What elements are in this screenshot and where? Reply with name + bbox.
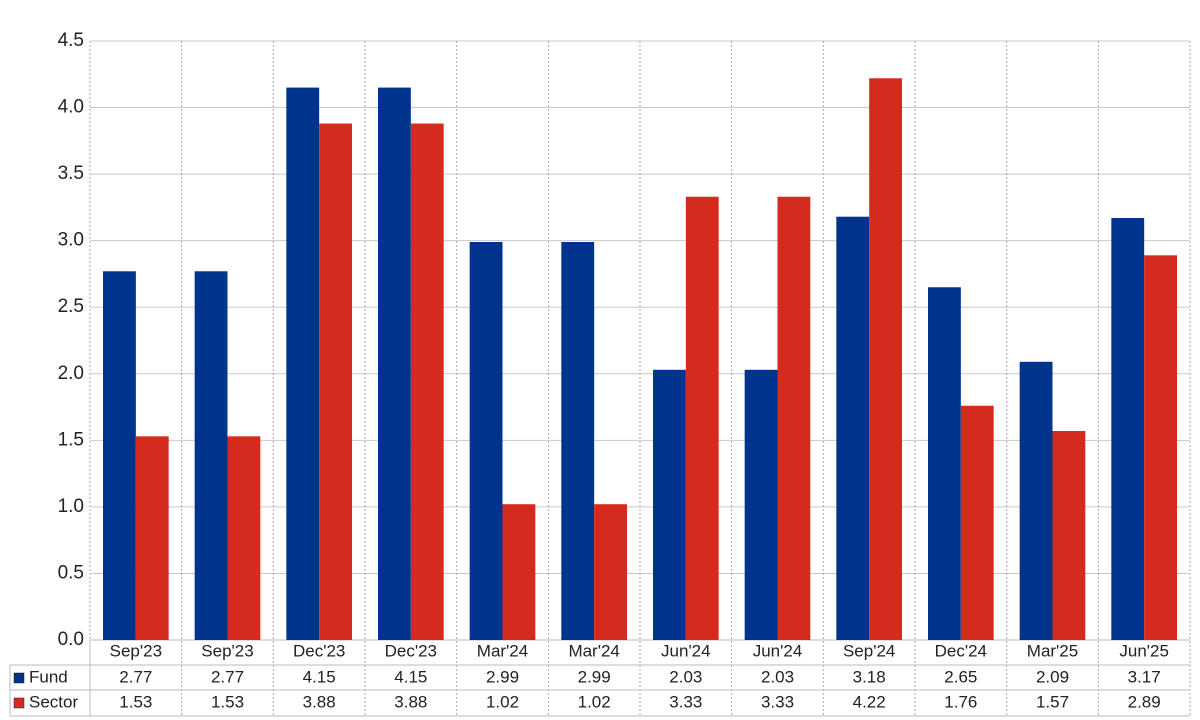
table-value: 2.77 (211, 667, 244, 686)
bar (194, 271, 228, 640)
bar (469, 241, 503, 640)
table-value: 3.17 (1128, 667, 1161, 686)
bar (410, 123, 444, 641)
table-value: 2.65 (944, 667, 977, 686)
table-value: 1.02 (486, 692, 519, 711)
table-value: 4.15 (394, 667, 427, 686)
table-value: 2.03 (669, 667, 702, 686)
bar (1019, 361, 1053, 640)
bar (685, 196, 719, 641)
table-value: 3.88 (394, 692, 427, 711)
bar (744, 369, 778, 640)
x-tick-label: Dec'23 (385, 641, 437, 660)
x-tick-label: Sep'23 (110, 641, 162, 660)
y-tick-label: 4.0 (58, 97, 84, 118)
table-value: 4.15 (303, 667, 336, 686)
table-value: 4.22 (853, 692, 886, 711)
legend-label: Sector (29, 692, 78, 711)
x-tick-label: Mar'25 (1027, 641, 1078, 660)
bar (227, 436, 261, 640)
y-tick-label: 3.0 (58, 230, 84, 251)
x-tick-label: Jun'24 (753, 641, 803, 660)
x-tick-label: Mar'24 (568, 641, 619, 660)
table-value: 2.99 (578, 667, 611, 686)
bar (378, 87, 411, 641)
table-value: 1.53 (119, 692, 152, 711)
bar (1111, 218, 1145, 640)
legend-label: Fund (29, 667, 68, 686)
table-value: 3.18 (853, 667, 886, 686)
x-tick-label: Mar'24 (477, 641, 528, 660)
legend-swatch (13, 672, 25, 684)
table-value: 3.33 (761, 692, 794, 711)
bar (502, 504, 536, 640)
bar (836, 216, 870, 640)
x-tick-label: Dec'23 (293, 641, 345, 660)
bar (561, 241, 595, 640)
bar (286, 87, 320, 641)
table-value: 2.99 (486, 667, 519, 686)
bar (103, 271, 136, 640)
bar (928, 287, 961, 640)
table-value: 1.02 (578, 692, 611, 711)
table-value: 1.53 (211, 692, 244, 711)
bar (869, 78, 902, 640)
table-value: 1.57 (1036, 692, 1069, 711)
x-tick-label: Sep'23 (201, 641, 253, 660)
y-tick-label: 2.0 (58, 363, 84, 384)
table-value: 2.77 (119, 667, 152, 686)
table-value: 2.03 (761, 667, 794, 686)
bar (135, 436, 169, 640)
bar (319, 123, 352, 641)
table-value: 3.33 (669, 692, 702, 711)
y-tick-label: 4.5 (58, 30, 84, 51)
x-tick-label: Sep'24 (843, 641, 895, 660)
table-value: 2.89 (1128, 692, 1161, 711)
table-value: 2.09 (1036, 667, 1069, 686)
bar (1052, 431, 1086, 640)
table-value: 3.88 (303, 692, 336, 711)
y-tick-label: 0.0 (58, 629, 84, 650)
x-tick-label: Jun'25 (1119, 641, 1169, 660)
table-value: 1.76 (944, 692, 977, 711)
bar (777, 196, 811, 641)
bar (1144, 255, 1177, 640)
y-tick-label: 2.5 (58, 296, 84, 317)
y-tick-label: 1.0 (58, 496, 84, 517)
y-tick-label: 0.5 (58, 562, 84, 583)
bar (960, 405, 994, 640)
y-tick-label: 1.5 (58, 429, 84, 450)
legend-swatch (13, 697, 25, 709)
y-tick-label: 3.5 (58, 163, 84, 184)
bar (594, 504, 627, 640)
x-tick-label: Jun'24 (661, 641, 711, 660)
x-tick-label: Dec'24 (935, 641, 987, 660)
bar (653, 369, 686, 640)
